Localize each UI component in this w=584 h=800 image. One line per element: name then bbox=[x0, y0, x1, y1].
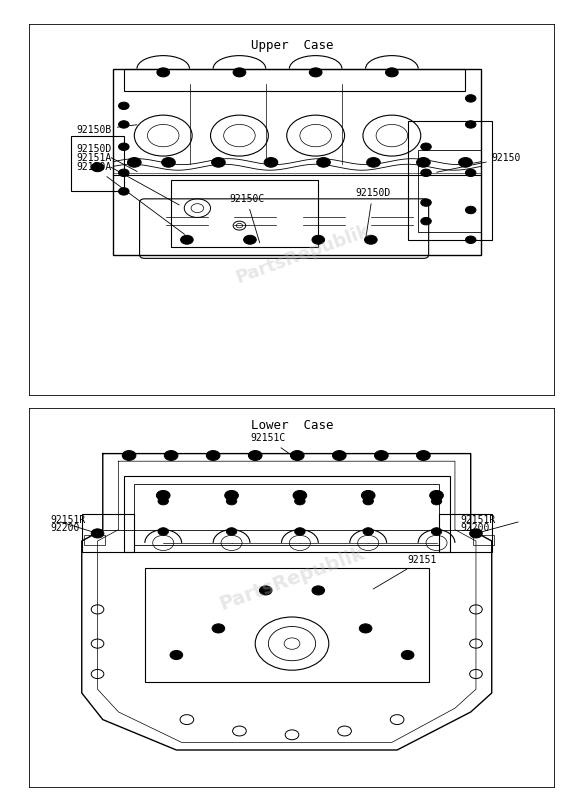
Circle shape bbox=[158, 528, 168, 535]
Bar bbox=[124, 69, 465, 91]
Text: 92150D: 92150D bbox=[355, 188, 390, 237]
Bar bbox=[71, 135, 124, 191]
Circle shape bbox=[157, 68, 169, 77]
Circle shape bbox=[206, 450, 220, 461]
Circle shape bbox=[364, 235, 377, 244]
Bar bbox=[145, 568, 429, 682]
Bar bbox=[124, 476, 450, 552]
Circle shape bbox=[248, 450, 262, 461]
Text: 92200: 92200 bbox=[460, 522, 489, 533]
Text: PartsRepublik: PartsRepublik bbox=[233, 222, 372, 287]
Bar bbox=[439, 514, 492, 552]
Circle shape bbox=[119, 188, 129, 195]
Circle shape bbox=[227, 498, 237, 505]
Circle shape bbox=[180, 235, 193, 244]
Text: 92151: 92151 bbox=[373, 555, 437, 589]
Bar bbox=[171, 180, 318, 247]
Bar bbox=[82, 514, 134, 552]
Circle shape bbox=[158, 498, 168, 505]
Text: 92151A: 92151A bbox=[77, 153, 179, 205]
Circle shape bbox=[420, 143, 431, 150]
Circle shape bbox=[259, 586, 272, 595]
Text: 92150A: 92150A bbox=[77, 162, 185, 234]
Circle shape bbox=[119, 169, 129, 177]
Circle shape bbox=[119, 121, 129, 128]
Circle shape bbox=[431, 528, 442, 535]
Circle shape bbox=[420, 169, 431, 177]
Text: PartsRepublik: PartsRepublik bbox=[217, 544, 367, 614]
Circle shape bbox=[420, 199, 431, 206]
Circle shape bbox=[119, 143, 129, 150]
Text: 92150D: 92150D bbox=[77, 144, 137, 171]
Text: 92151C: 92151C bbox=[250, 434, 290, 454]
Text: Upper  Case: Upper Case bbox=[251, 39, 333, 52]
Bar bbox=[473, 535, 494, 545]
Circle shape bbox=[470, 529, 482, 538]
Bar bbox=[418, 150, 481, 232]
Text: 92150C: 92150C bbox=[229, 194, 264, 242]
Circle shape bbox=[465, 94, 476, 102]
Circle shape bbox=[170, 650, 183, 659]
Circle shape bbox=[465, 206, 476, 214]
Text: 92150: 92150 bbox=[437, 153, 521, 172]
Circle shape bbox=[332, 450, 346, 461]
Circle shape bbox=[430, 490, 443, 500]
Circle shape bbox=[225, 490, 238, 500]
Circle shape bbox=[312, 235, 325, 244]
Bar bbox=[408, 121, 492, 240]
Circle shape bbox=[91, 162, 104, 172]
Circle shape bbox=[431, 498, 442, 505]
Circle shape bbox=[420, 218, 431, 225]
Bar bbox=[84, 535, 105, 545]
Circle shape bbox=[363, 528, 373, 535]
Circle shape bbox=[127, 158, 141, 167]
Circle shape bbox=[361, 490, 375, 500]
Circle shape bbox=[227, 528, 237, 535]
Circle shape bbox=[317, 158, 331, 167]
Circle shape bbox=[91, 529, 104, 538]
Circle shape bbox=[416, 450, 430, 461]
Circle shape bbox=[310, 68, 322, 77]
Circle shape bbox=[363, 498, 373, 505]
Circle shape bbox=[312, 586, 325, 595]
Circle shape bbox=[465, 121, 476, 128]
Circle shape bbox=[416, 158, 430, 167]
Bar bbox=[113, 69, 481, 254]
Circle shape bbox=[119, 102, 129, 110]
Circle shape bbox=[374, 450, 388, 461]
Circle shape bbox=[295, 528, 305, 535]
Circle shape bbox=[295, 498, 305, 505]
Circle shape bbox=[122, 450, 136, 461]
Circle shape bbox=[290, 450, 304, 461]
Circle shape bbox=[264, 158, 278, 167]
Circle shape bbox=[465, 169, 476, 177]
Circle shape bbox=[293, 490, 307, 500]
Circle shape bbox=[162, 158, 175, 167]
Text: 92200: 92200 bbox=[50, 522, 79, 533]
Text: 92150B: 92150B bbox=[77, 125, 137, 135]
Circle shape bbox=[401, 650, 414, 659]
Circle shape bbox=[164, 450, 178, 461]
Bar bbox=[134, 484, 439, 545]
Circle shape bbox=[233, 68, 246, 77]
Text: 92151R: 92151R bbox=[460, 515, 495, 525]
Circle shape bbox=[244, 235, 256, 244]
Circle shape bbox=[458, 158, 472, 167]
Circle shape bbox=[465, 236, 476, 243]
Circle shape bbox=[367, 158, 380, 167]
Circle shape bbox=[212, 624, 225, 633]
Circle shape bbox=[385, 68, 398, 77]
Text: Lower  Case: Lower Case bbox=[251, 419, 333, 432]
Text: 92151R: 92151R bbox=[50, 515, 85, 525]
Circle shape bbox=[157, 490, 170, 500]
Circle shape bbox=[359, 624, 372, 633]
Circle shape bbox=[211, 158, 225, 167]
